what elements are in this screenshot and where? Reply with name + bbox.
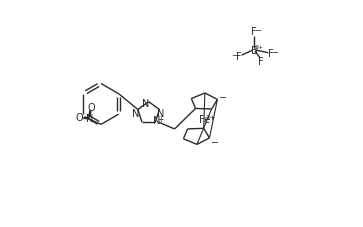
Text: Fe: Fe	[199, 114, 210, 124]
Text: O: O	[76, 113, 83, 123]
Text: −: −	[254, 26, 262, 35]
Text: 2+: 2+	[205, 114, 216, 120]
Text: N: N	[157, 108, 164, 118]
Text: N: N	[142, 99, 150, 109]
Text: N: N	[86, 113, 94, 123]
Text: 3+: 3+	[254, 45, 264, 50]
Text: F: F	[268, 49, 274, 59]
Text: −: −	[231, 51, 238, 60]
Text: +: +	[157, 115, 163, 123]
Text: N: N	[132, 109, 139, 118]
Text: −: −	[271, 48, 278, 57]
Text: −: −	[211, 138, 219, 148]
Text: F: F	[236, 52, 241, 62]
Text: B: B	[250, 45, 257, 55]
Text: −: −	[219, 92, 227, 102]
Text: F: F	[251, 27, 257, 37]
Text: N: N	[154, 116, 161, 126]
Text: O: O	[87, 102, 95, 112]
Text: F: F	[257, 57, 263, 67]
